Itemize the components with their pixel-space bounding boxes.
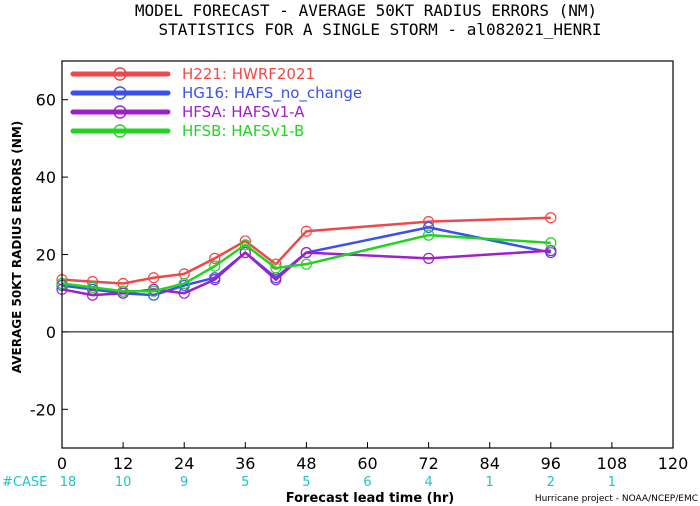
x-tick-label: 36: [235, 454, 255, 473]
y-tick-label: 0: [46, 323, 56, 342]
series-line: [61, 226, 552, 297]
series-marker: [545, 212, 557, 224]
legend-marker: [113, 67, 127, 81]
credit-text: Hurricane project - NOAA/NCEP/EMC: [535, 494, 698, 504]
series-marker: [117, 285, 129, 297]
y-tick-label: -20: [30, 400, 56, 419]
series-marker: [239, 246, 251, 259]
x-tick-label: 72: [418, 454, 438, 473]
case-count: 1: [486, 475, 494, 490]
legend-marker: [113, 105, 127, 119]
series-marker: [178, 277, 190, 290]
series-marker: [148, 285, 160, 297]
x-tick-label: 120: [658, 454, 689, 473]
case-count: 4: [424, 475, 432, 490]
y-tick-label: 20: [36, 246, 56, 265]
x-tick-label: 84: [480, 454, 500, 473]
case-counts: 18 10 9 5 5 6 4 1 2 1: [60, 475, 616, 490]
grid-layer: [61, 99, 674, 448]
series-marker: [423, 221, 435, 234]
case-count: 1: [608, 475, 616, 490]
series-marker: [270, 262, 282, 274]
legend-entry: H221: HWRF2021: [182, 65, 315, 83]
chart-title-line-1: MODEL FORECAST - AVERAGE 50KT RADIUS ERR…: [135, 1, 597, 20]
case-label: #CASE: [2, 475, 47, 490]
series-marker: [300, 246, 312, 259]
chart-title-line-2: STATISTICS FOR A SINGLE STORM - al082021…: [158, 20, 601, 39]
y-tick-label: 40: [36, 168, 56, 187]
legend-entry: HFSA: HAFSv1-A: [182, 103, 305, 121]
series-line: [61, 216, 551, 285]
series-marker: [209, 274, 221, 286]
case-count: 9: [180, 475, 188, 490]
legend-marker: [113, 124, 127, 138]
x-tick-label: 96: [541, 454, 561, 473]
series-marker: [148, 272, 160, 284]
legend-marker: [113, 86, 127, 100]
legend-entry: HFSB: HAFSv1-B: [182, 122, 304, 140]
series-marker: [86, 281, 99, 293]
x-tick-labels: 0 12 24 36 48 60 72 84 96 108 120: [57, 454, 688, 473]
series-marker: [86, 289, 99, 301]
series-marker: [209, 252, 221, 264]
case-count: 6: [363, 475, 371, 490]
y-tick-labels: -20 0 20 40 60: [30, 91, 56, 420]
series-marker: [423, 252, 435, 264]
x-tick-label: 48: [296, 454, 316, 473]
series-marker: [239, 239, 251, 251]
x-tick-label: 0: [57, 454, 67, 473]
y-tick-label: 60: [36, 91, 56, 110]
series-marker: [423, 229, 435, 241]
series-marker: [545, 245, 557, 257]
legend-entry: HG16: HAFS_no_change: [182, 84, 362, 103]
case-count: 10: [115, 475, 132, 490]
series-marker: [300, 225, 312, 237]
x-axis-label: Forecast lead time (hr): [286, 491, 454, 506]
x-tick-label: 60: [357, 454, 377, 473]
series-marker: [270, 274, 282, 286]
case-count: 2: [547, 475, 555, 490]
case-count: 5: [241, 475, 249, 490]
y-axis-label: AVERAGE 50KT RADIUS ERRORS (NM): [10, 121, 24, 373]
x-tick-label: 24: [174, 454, 194, 473]
series-line: [61, 233, 551, 293]
plot-frame: [61, 60, 674, 449]
case-count: 18: [60, 475, 77, 490]
series-marker: [545, 237, 557, 249]
series-marker: [300, 258, 312, 270]
x-tick-label: 108: [597, 454, 628, 473]
x-tick-label: 12: [113, 454, 133, 473]
series-layer: [56, 212, 557, 301]
case-count: 5: [302, 475, 310, 490]
series-marker: [209, 260, 221, 272]
